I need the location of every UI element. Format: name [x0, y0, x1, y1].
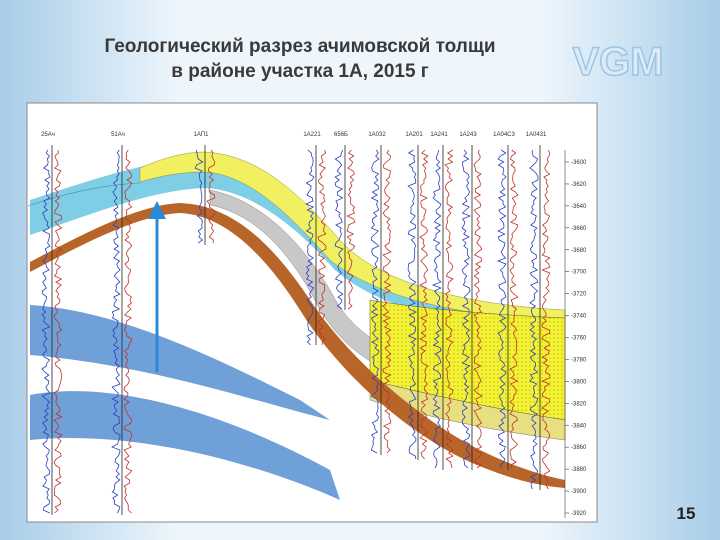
depth-label: -3620	[571, 182, 587, 188]
well-log	[334, 149, 344, 310]
well-log	[419, 149, 429, 460]
depth-label: -3920	[571, 511, 587, 517]
well-log	[194, 149, 204, 244]
depth-label: -3640	[571, 204, 587, 210]
page-number: 15	[677, 504, 696, 523]
well-log	[370, 149, 380, 454]
well-name: 1А243	[459, 132, 477, 138]
well-log	[431, 149, 442, 469]
well-name: 1А201	[405, 132, 423, 138]
well-name: 25Ач	[41, 132, 55, 138]
depth-label: -3900	[571, 489, 587, 495]
well-name: 51Ач	[111, 132, 125, 138]
depth-label: -3680	[571, 248, 587, 254]
well-log	[317, 149, 327, 346]
well-log	[407, 149, 417, 460]
well-log	[305, 149, 315, 346]
well-log	[382, 149, 392, 454]
depth-label: -3700	[571, 270, 587, 276]
well-log	[123, 149, 133, 514]
depth-label: -3780	[571, 357, 587, 363]
well-log	[206, 149, 216, 244]
well-log	[444, 149, 454, 469]
depth-label: -3880	[571, 467, 587, 473]
well-log	[461, 149, 472, 469]
depth-label: -3860	[571, 445, 587, 451]
layer	[30, 305, 330, 420]
depth-scale: -3600 -3620 -3640 -3660 -3680 -3700 -3720 -3740…	[564, 150, 587, 518]
well-log	[509, 149, 519, 469]
well-name: 1А032	[368, 132, 386, 138]
title-line: в районе участка 1А, 2015 г	[171, 61, 429, 82]
well-name: 1А221	[303, 132, 321, 138]
depth-label: -3820	[571, 401, 587, 407]
title-line: Геологический разрез ачимовской толщи	[104, 36, 495, 57]
well-log	[41, 149, 51, 514]
logo: VGM	[572, 40, 663, 84]
depth-label: -3740	[571, 314, 587, 320]
well-name: 1А0431	[526, 132, 547, 138]
well-log	[529, 149, 539, 490]
cross-section: 25Ач 51Ач 1АП1 1А221 656Б 1А032 1А201 1А241 1А24…	[26, 102, 598, 523]
depth-label: -3720	[571, 292, 587, 298]
well-log	[346, 149, 356, 310]
well-name: 656Б	[334, 132, 348, 138]
depth-label: -3840	[571, 423, 587, 429]
depth-label: -3800	[571, 379, 587, 385]
well-log	[497, 149, 507, 469]
depth-label: -3760	[571, 336, 587, 342]
depth-label: -3660	[571, 226, 587, 232]
contact	[27, 182, 141, 207]
wells: 25Ач 51Ач 1АП1 1А221 656Б 1А032 1А201 1А241 1А24…	[41, 132, 551, 515]
well-log	[111, 149, 121, 514]
depth-label: -3600	[571, 160, 587, 166]
well-log	[541, 149, 551, 490]
well-log	[53, 149, 63, 514]
layer	[30, 391, 340, 500]
well-name: 1А241	[430, 132, 448, 138]
well-name: 1АП1	[194, 132, 210, 138]
well-name: 1А04С3	[493, 132, 515, 138]
well-log	[473, 149, 483, 469]
